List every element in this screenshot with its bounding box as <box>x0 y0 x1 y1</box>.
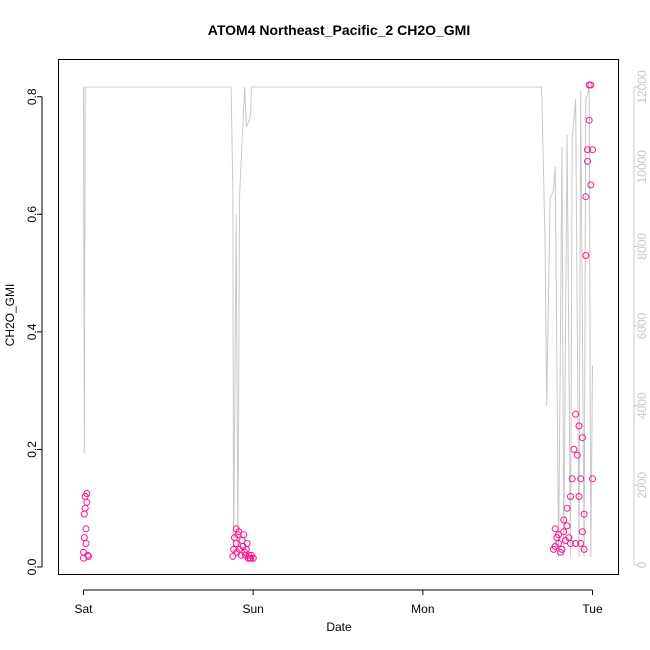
data-point <box>567 493 574 500</box>
data-point <box>243 540 251 547</box>
data-point <box>82 525 90 533</box>
data-point <box>551 525 559 533</box>
data-point <box>578 434 586 442</box>
right-y-tick-label: 10000 <box>635 150 649 184</box>
data-point <box>577 475 585 483</box>
right-y-tick-label: 12000 <box>635 70 649 104</box>
data-point <box>584 146 591 154</box>
right-y-tick-label: 2000 <box>635 472 649 499</box>
data-point <box>80 510 88 518</box>
data-point <box>85 552 92 560</box>
data-point <box>84 551 92 559</box>
data-point <box>555 540 563 547</box>
data-point <box>575 493 583 500</box>
data-point <box>82 540 90 547</box>
right-y-tick-label: 4000 <box>635 392 649 419</box>
data-point <box>585 116 593 124</box>
data-point <box>560 516 568 524</box>
data-point <box>578 528 586 536</box>
right-y-tick-label: 6000 <box>635 312 649 339</box>
data-point <box>555 531 563 539</box>
data-point <box>235 528 243 536</box>
data-point <box>229 552 237 560</box>
x-axis: Sat Sun Mon Tue <box>74 589 603 616</box>
data-point <box>587 81 595 89</box>
data-point <box>587 181 595 189</box>
data-point <box>570 445 578 453</box>
right-y-tick-label: 8000 <box>635 233 649 260</box>
data-point <box>567 540 574 547</box>
data-point <box>589 475 596 483</box>
y-axis-label: CH2O_GMI <box>3 284 17 347</box>
x-tick-label: Tue <box>582 602 603 616</box>
data-point <box>572 410 580 418</box>
altitude-line <box>83 86 593 558</box>
y-tick-label: 0.4 <box>25 323 39 340</box>
plot-frame <box>58 59 619 575</box>
y-tick-label: 0.8 <box>25 88 39 105</box>
x-tick-label: Sat <box>74 602 93 616</box>
data-point <box>572 540 580 547</box>
data-point <box>582 193 590 201</box>
data-point <box>584 157 591 165</box>
x-axis-label: Date <box>326 620 352 634</box>
y-tick-label: 0.6 <box>25 206 39 223</box>
data-point <box>240 531 248 539</box>
right-y-axis: 0 2000 4000 6000 8000 10000 12000 <box>633 70 649 568</box>
data-point <box>575 422 583 430</box>
data-point <box>580 545 588 553</box>
data-point <box>580 510 588 518</box>
data-point <box>568 475 576 483</box>
data-point <box>249 554 257 562</box>
data-point <box>582 252 590 259</box>
data-point <box>563 504 571 512</box>
data-point <box>80 534 88 542</box>
x-tick-label: Sun <box>242 602 263 616</box>
right-y-tick-label: 0 <box>635 561 649 568</box>
y-tick-label: 0.0 <box>25 558 39 575</box>
data-point <box>232 540 240 547</box>
data-point <box>81 504 89 512</box>
data-point <box>573 451 581 459</box>
data-point <box>577 540 585 547</box>
chart-title: ATOM4 Northeast_Pacific_2 CH2O_GMI <box>208 22 470 38</box>
data-point <box>83 498 91 506</box>
data-point <box>80 548 87 556</box>
data-point <box>558 545 566 553</box>
altitude-line-layer <box>83 86 593 558</box>
y-tick-label: 0.2 <box>25 441 39 458</box>
y-axis: 0.0 0.2 0.4 0.6 0.8 <box>25 88 43 575</box>
data-point <box>83 490 91 497</box>
data-point <box>247 554 255 562</box>
data-point <box>563 522 571 530</box>
data-point <box>560 528 568 536</box>
points-layer <box>80 81 596 562</box>
data-point <box>589 146 596 154</box>
x-tick-label: Mon <box>411 602 434 616</box>
